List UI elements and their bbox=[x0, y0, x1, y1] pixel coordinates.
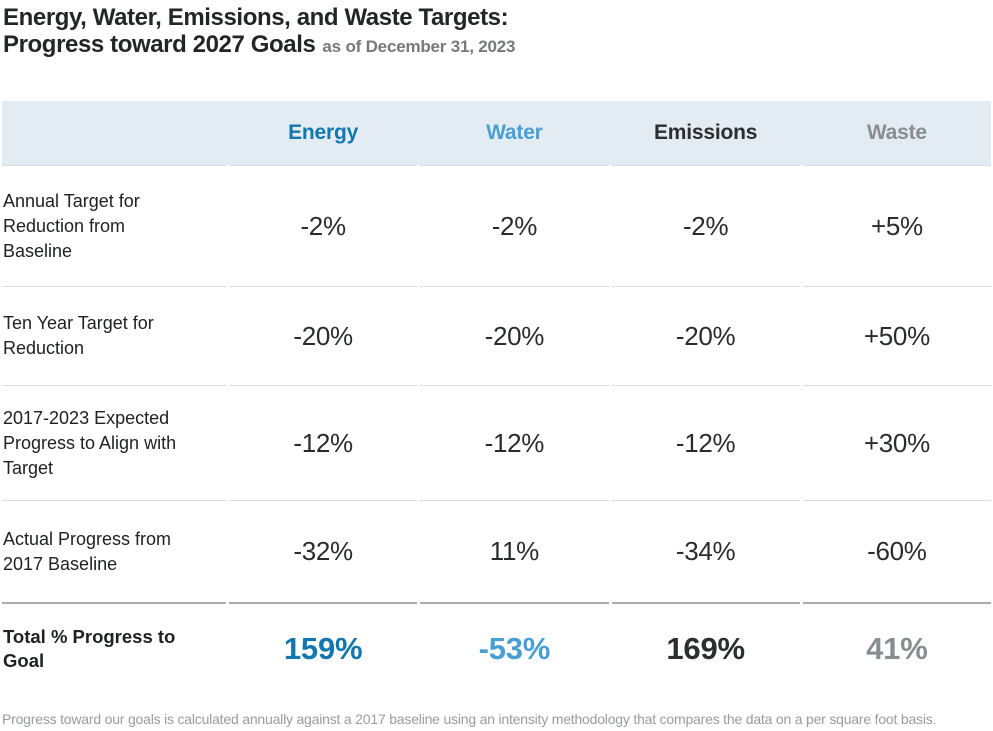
value-energy: -12% bbox=[229, 385, 418, 500]
value-waste: -60% bbox=[802, 500, 991, 602]
methodology-footnote: Progress toward our goals is calculated … bbox=[2, 711, 937, 727]
value-waste: +5% bbox=[802, 165, 991, 286]
value-emissions: -34% bbox=[611, 500, 800, 602]
row-label: Annual Target for Reduction from Baselin… bbox=[2, 165, 226, 286]
column-header-waste: Waste bbox=[866, 121, 927, 144]
value-energy: -32% bbox=[229, 500, 418, 602]
page-title-line2-text: Progress toward 2027 Goals bbox=[3, 31, 316, 58]
title-as-of-date: as of December 31, 2023 bbox=[322, 37, 516, 56]
value-water: -12% bbox=[420, 385, 609, 500]
table-row-actual-progress: Actual Progress from 2017 Baseline -32% … bbox=[2, 500, 991, 602]
table-row-ten-year-target: Ten Year Target for Reduction -20% -20% … bbox=[2, 286, 991, 385]
total-value-emissions: 169% bbox=[611, 602, 800, 694]
value-waste: +30% bbox=[802, 385, 991, 500]
total-value-water: -53% bbox=[420, 602, 609, 694]
value-water: -2% bbox=[420, 165, 609, 286]
page-title-line1: Energy, Water, Emissions, and Waste Targ… bbox=[3, 4, 509, 31]
total-value-energy: 159% bbox=[229, 602, 418, 694]
progress-table: Energy Water Emissions Waste Annual Targ… bbox=[2, 101, 991, 694]
table-header-row: Energy Water Emissions Waste bbox=[2, 101, 991, 165]
value-waste: +50% bbox=[802, 286, 991, 385]
value-energy: -20% bbox=[229, 286, 418, 385]
page-title-line2: Progress toward 2027 Goals as of December… bbox=[3, 31, 993, 60]
title-block: Energy, Water, Emissions, and Waste Targ… bbox=[0, 0, 993, 60]
value-water: 11% bbox=[420, 500, 609, 602]
column-header-energy: Energy bbox=[288, 121, 359, 144]
value-emissions: -12% bbox=[611, 385, 800, 500]
value-water: -20% bbox=[420, 286, 609, 385]
row-label: Ten Year Target for Reduction bbox=[2, 286, 226, 385]
table-row-total-progress: Total % Progress to Goal 159% -53% 169% … bbox=[2, 602, 991, 694]
value-emissions: -20% bbox=[611, 286, 800, 385]
value-emissions: -2% bbox=[611, 165, 800, 286]
row-label: Actual Progress from 2017 Baseline bbox=[2, 500, 226, 602]
column-header-emissions: Emissions bbox=[654, 121, 758, 144]
column-header-water: Water bbox=[486, 121, 543, 144]
table-row-expected-progress: 2017-2023 Expected Progress to Align wit… bbox=[2, 385, 991, 500]
header-spacer-cell bbox=[2, 101, 226, 165]
row-label: Total % Progress to Goal bbox=[2, 602, 226, 694]
total-value-waste: 41% bbox=[802, 602, 991, 694]
table-row-annual-target: Annual Target for Reduction from Baselin… bbox=[2, 165, 991, 286]
value-energy: -2% bbox=[229, 165, 418, 286]
row-label: 2017-2023 Expected Progress to Align wit… bbox=[2, 385, 226, 500]
